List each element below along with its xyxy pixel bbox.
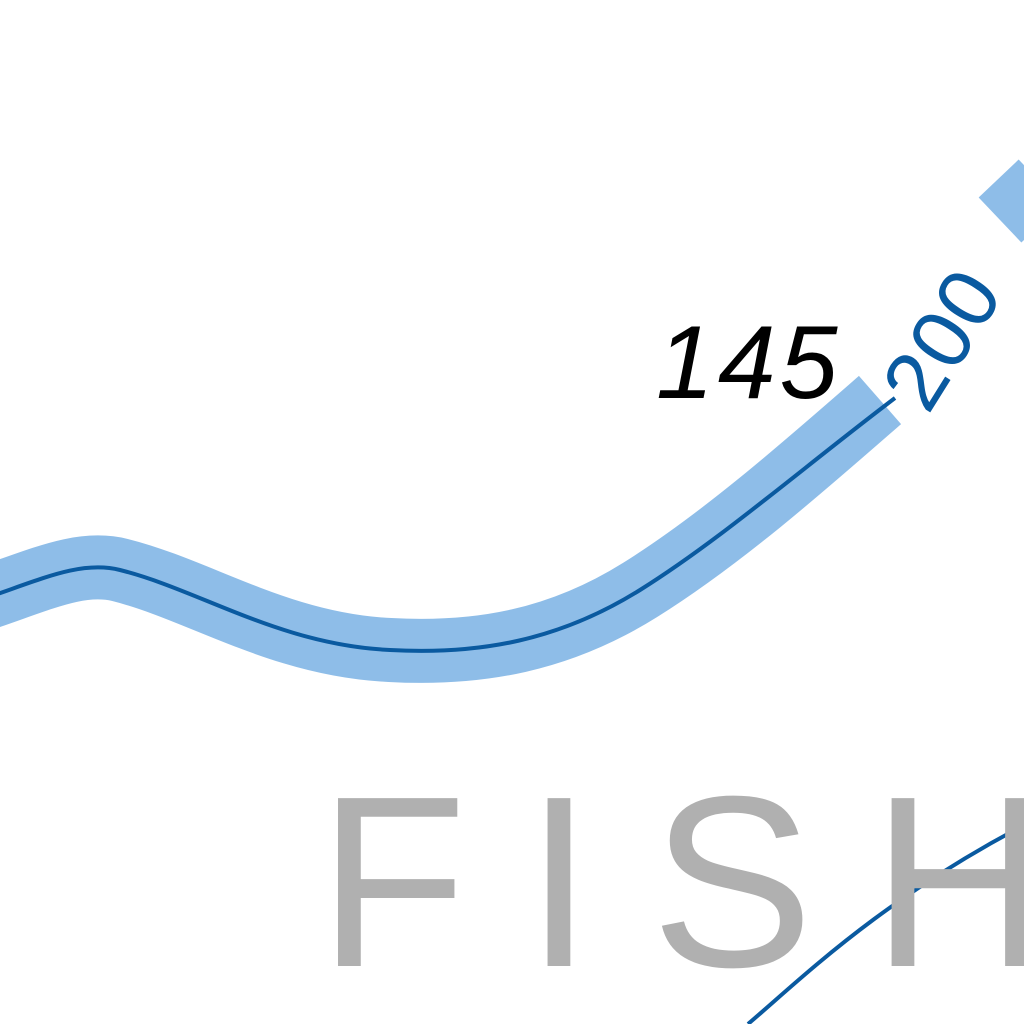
river-band [0,375,902,683]
area-name-label: FISH [318,745,1024,1018]
contour-value-label: 200 [864,252,1021,426]
contour-line [746,822,1024,1024]
elevation-number-label: 145 [656,305,842,421]
river-band-upper-right [978,159,1024,243]
river-centerline [0,396,897,653]
